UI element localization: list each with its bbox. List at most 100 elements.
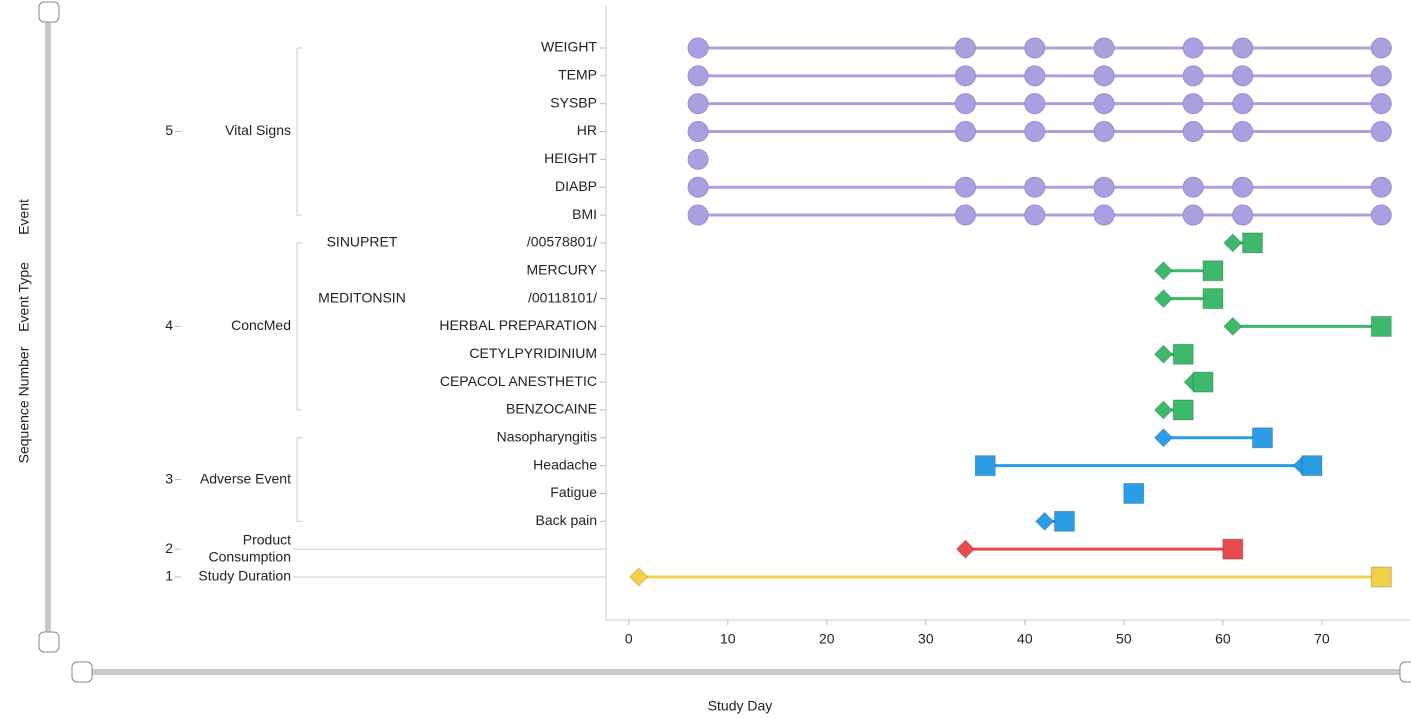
event-marker bbox=[687, 148, 709, 170]
group-bracket bbox=[296, 242, 302, 411]
drug-label: MEDITONSIN bbox=[318, 289, 406, 305]
event-marker bbox=[1093, 121, 1115, 143]
group-bracket bbox=[296, 437, 302, 522]
event-marker bbox=[1093, 204, 1115, 226]
event-marker bbox=[1223, 316, 1243, 337]
event-marker bbox=[1223, 233, 1243, 253]
event-marker bbox=[1153, 288, 1174, 309]
event-marker bbox=[687, 204, 709, 226]
x-tick-label: 0 bbox=[625, 631, 633, 647]
event-label: MERCURY bbox=[526, 261, 597, 277]
h-slider-track bbox=[82, 669, 1408, 675]
event-type: Product bbox=[243, 531, 291, 547]
event-marker bbox=[954, 65, 976, 87]
event-marker bbox=[1172, 343, 1194, 365]
y-axis-label: Event Type bbox=[16, 262, 32, 332]
h-slider-handle[interactable] bbox=[1399, 661, 1411, 683]
event-label: Headache bbox=[533, 456, 597, 472]
event-marker bbox=[1024, 93, 1046, 115]
event-marker bbox=[1370, 37, 1392, 59]
v-slider-handle[interactable] bbox=[38, 1, 60, 23]
event-marker bbox=[1153, 344, 1174, 364]
event-marker bbox=[954, 93, 976, 115]
event-marker bbox=[687, 65, 709, 87]
event-marker bbox=[1053, 510, 1075, 532]
event-label: BMI bbox=[572, 206, 597, 222]
h-slider-handle[interactable] bbox=[71, 661, 93, 683]
event-marker bbox=[1192, 371, 1214, 393]
event-label: TEMP bbox=[558, 67, 597, 83]
event-label: Nasopharyngitis bbox=[497, 428, 597, 444]
event-marker bbox=[1182, 176, 1204, 198]
x-tick-label: 50 bbox=[1116, 631, 1132, 647]
sequence-number: 1 bbox=[165, 568, 173, 584]
v-slider-handle[interactable] bbox=[38, 631, 60, 653]
event-marker bbox=[1182, 93, 1204, 115]
event-marker bbox=[1153, 428, 1174, 448]
event-label: SYSBP bbox=[550, 94, 597, 110]
event-marker bbox=[1153, 400, 1174, 420]
event-marker bbox=[1093, 37, 1115, 59]
x-tick-label: 20 bbox=[819, 631, 835, 647]
event-marker bbox=[1123, 482, 1145, 504]
event-marker bbox=[1182, 65, 1204, 87]
event-marker bbox=[687, 176, 709, 198]
event-marker bbox=[687, 93, 709, 115]
y-axis-label: Sequence Number bbox=[16, 346, 32, 463]
event-marker bbox=[1093, 65, 1115, 87]
v-slider-track bbox=[45, 12, 51, 642]
event-label: HERBAL PREPARATION bbox=[439, 317, 597, 333]
event-label: DIABP bbox=[555, 178, 597, 194]
event-label: BENZOCAINE bbox=[506, 401, 597, 417]
event-marker bbox=[1024, 204, 1046, 226]
event-marker bbox=[1024, 176, 1046, 198]
event-marker bbox=[1182, 204, 1204, 226]
event-label: CETYLPYRIDINIUM bbox=[469, 345, 597, 361]
event-label: Fatigue bbox=[550, 484, 597, 500]
event-label: CEPACOL ANESTHETIC bbox=[440, 373, 597, 389]
event-marker bbox=[954, 176, 976, 198]
event-marker bbox=[687, 37, 709, 59]
event-marker bbox=[954, 121, 976, 143]
event-marker bbox=[1202, 260, 1224, 282]
event-marker bbox=[1370, 315, 1392, 337]
x-tick-label: 60 bbox=[1215, 631, 1231, 647]
event-marker bbox=[1202, 288, 1224, 310]
sequence-number: 4 bbox=[165, 317, 173, 333]
event-marker bbox=[1232, 65, 1254, 87]
event-type: ConcMed bbox=[231, 317, 291, 333]
event-marker bbox=[1232, 204, 1254, 226]
event-marker bbox=[1172, 399, 1194, 421]
event-marker bbox=[1093, 93, 1115, 115]
event-marker bbox=[1232, 176, 1254, 198]
event-marker bbox=[974, 455, 996, 477]
event-marker bbox=[1182, 121, 1204, 143]
event-label: WEIGHT bbox=[541, 39, 597, 55]
event-marker bbox=[628, 567, 649, 587]
event-type: Adverse Event bbox=[200, 470, 291, 486]
x-tick-label: 40 bbox=[1017, 631, 1033, 647]
event-marker bbox=[1301, 455, 1323, 477]
sequence-number: 3 bbox=[165, 470, 173, 486]
event-marker bbox=[1242, 232, 1264, 254]
drug-label: SINUPRET bbox=[327, 234, 398, 250]
event-marker bbox=[1370, 566, 1392, 588]
event-marker bbox=[1232, 121, 1254, 143]
x-axis-label: Study Day bbox=[708, 698, 773, 714]
event-marker bbox=[1222, 538, 1244, 560]
event-type: Vital Signs bbox=[225, 122, 291, 138]
event-marker bbox=[1093, 176, 1115, 198]
event-marker bbox=[954, 37, 976, 59]
event-marker bbox=[1024, 121, 1046, 143]
event-marker bbox=[1034, 511, 1055, 532]
event-marker bbox=[1370, 204, 1392, 226]
y-axis-label: Event bbox=[16, 199, 32, 235]
event-marker bbox=[1370, 93, 1392, 115]
event-label: HEIGHT bbox=[544, 150, 597, 166]
event-marker bbox=[1232, 37, 1254, 59]
x-tick-label: 70 bbox=[1314, 631, 1330, 647]
event-marker bbox=[1024, 37, 1046, 59]
x-tick-label: 30 bbox=[918, 631, 934, 647]
event-marker bbox=[1370, 176, 1392, 198]
event-marker bbox=[1182, 37, 1204, 59]
